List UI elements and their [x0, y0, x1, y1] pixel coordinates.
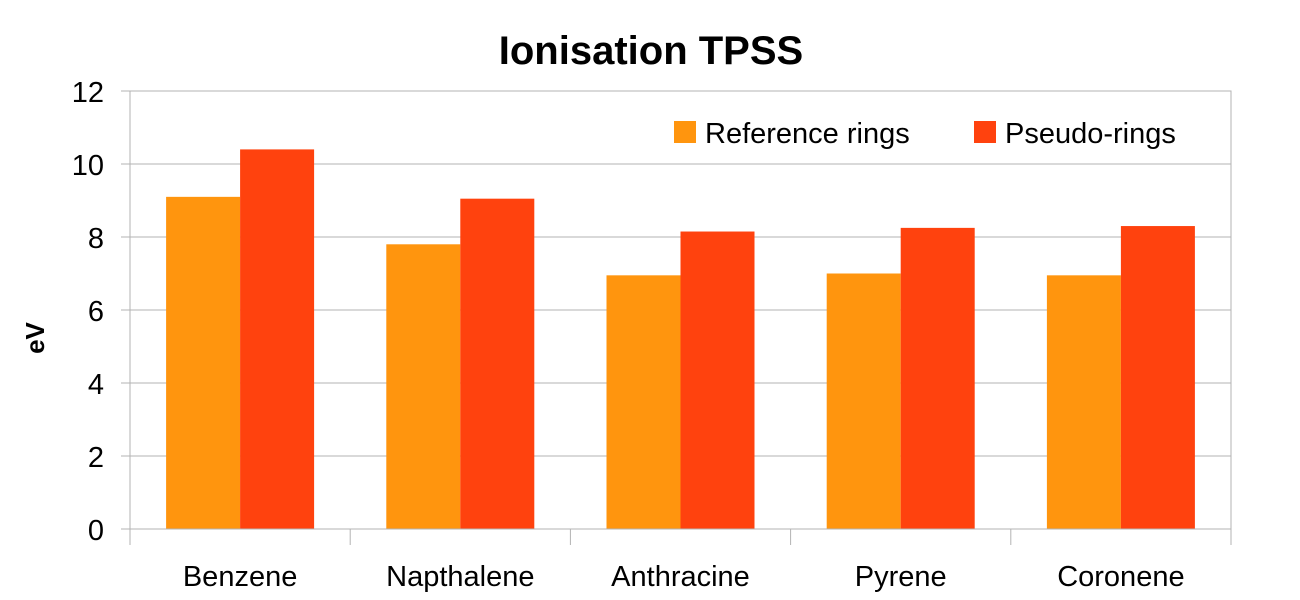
- y-tick-label: 0: [88, 515, 104, 547]
- x-tick-label: Benzene: [183, 561, 298, 593]
- bar-pseudo-rings-pyrene: [900, 227, 975, 529]
- legend-label: Reference rings: [705, 118, 910, 150]
- x-tick-label: Napthalene: [386, 561, 534, 593]
- bar-reference-rings-coronene: [1046, 275, 1121, 529]
- x-tick-label: Anthracine: [611, 561, 750, 593]
- bar-pseudo-rings-coronene: [1120, 226, 1195, 530]
- y-tick-label: 2: [88, 442, 104, 474]
- chart-title: Ionisation TPSS: [499, 29, 803, 73]
- legend: Reference rings Pseudo-rings: [674, 118, 1176, 150]
- bar-reference-rings-anthracine: [606, 275, 681, 529]
- bar-pseudo-rings-benzene: [240, 149, 315, 529]
- y-tick-label: 8: [88, 223, 104, 255]
- x-tick-labels: Benzene Napthalene Anthracine Pyrene Coronen…: [183, 561, 1185, 593]
- legend-swatch: [974, 121, 996, 143]
- legend-item: Reference rings: [674, 118, 910, 150]
- bar-pseudo-rings-napthalene: [460, 198, 535, 530]
- y-tick-label: 10: [72, 150, 104, 182]
- bars: [166, 149, 1195, 530]
- bar-reference-rings-benzene: [166, 196, 241, 529]
- x-tick-label: Pyrene: [855, 561, 947, 593]
- legend-item: Pseudo-rings: [974, 118, 1176, 150]
- bar-reference-rings-napthalene: [386, 244, 461, 530]
- legend-label: Pseudo-rings: [1005, 118, 1176, 150]
- y-tick-label: 6: [88, 296, 104, 328]
- x-tick-label: Coronene: [1057, 561, 1184, 593]
- y-tick-labels: 0 2 4 6 8 10 12: [72, 77, 104, 547]
- axes: [129, 91, 1232, 545]
- y-tick-label: 12: [72, 77, 104, 109]
- y-axis-label: eV: [20, 321, 50, 353]
- legend-swatch: [674, 121, 696, 143]
- y-tick-label: 4: [88, 369, 104, 401]
- bar-pseudo-rings-anthracine: [680, 231, 755, 529]
- bar-reference-rings-pyrene: [826, 273, 901, 529]
